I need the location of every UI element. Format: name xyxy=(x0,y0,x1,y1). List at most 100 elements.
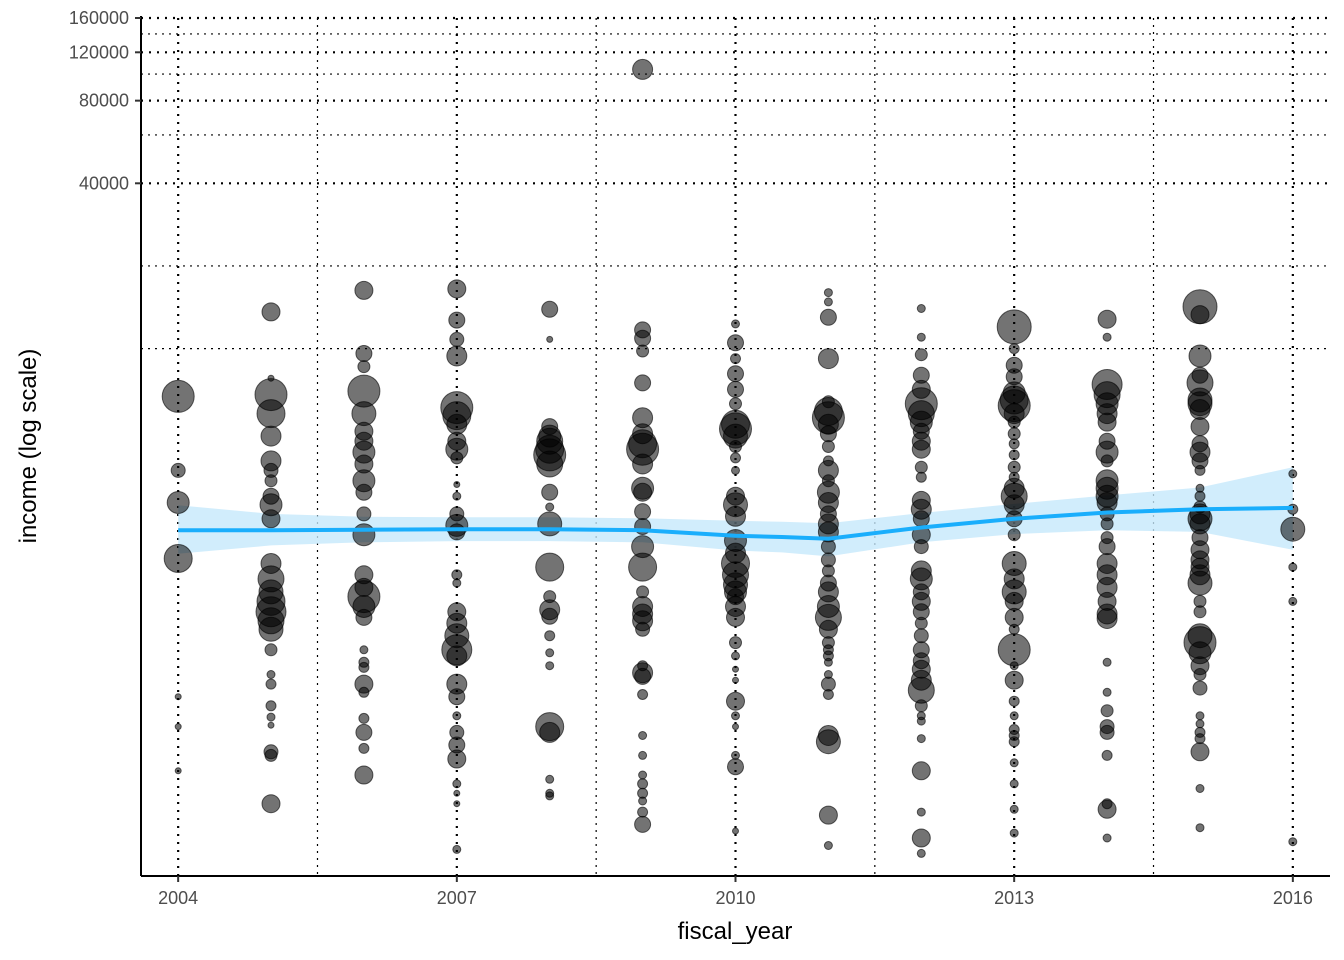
data-point xyxy=(638,796,648,806)
x-axis-title: fiscal_year xyxy=(678,918,793,945)
data-point xyxy=(912,510,930,528)
data-point xyxy=(356,506,372,522)
data-point xyxy=(819,425,837,443)
y-axis-title: income (log scale) xyxy=(15,349,42,544)
data-point xyxy=(1188,344,1212,368)
data-point xyxy=(452,844,462,854)
data-point xyxy=(452,491,462,501)
data-point xyxy=(634,503,652,521)
data-point xyxy=(358,742,370,754)
data-points xyxy=(161,58,1306,858)
data-point xyxy=(448,523,466,541)
data-point xyxy=(823,288,833,298)
data-point xyxy=(541,300,559,318)
data-point xyxy=(730,353,741,365)
data-point xyxy=(911,828,931,848)
data-point xyxy=(359,645,369,655)
data-point xyxy=(448,688,466,706)
data-point xyxy=(1100,454,1114,468)
data-point xyxy=(1009,711,1019,721)
data-point xyxy=(1008,623,1020,635)
data-point xyxy=(996,309,1032,345)
data-point xyxy=(1007,528,1021,542)
data-point xyxy=(545,648,555,658)
data-point xyxy=(541,483,559,501)
data-point xyxy=(1101,749,1113,761)
data-point xyxy=(1193,668,1207,681)
data-point xyxy=(729,636,742,650)
data-point xyxy=(632,58,654,80)
data-point xyxy=(823,657,833,667)
data-point xyxy=(450,451,464,465)
data-point xyxy=(634,374,652,392)
data-point xyxy=(1190,417,1210,437)
data-point xyxy=(638,750,648,760)
data-point xyxy=(446,345,468,367)
data-point xyxy=(916,716,926,726)
data-point xyxy=(818,619,838,639)
data-point xyxy=(535,552,565,582)
data-point xyxy=(731,711,740,721)
data-point xyxy=(1007,427,1021,441)
data-point xyxy=(1004,607,1024,627)
x-tick-label: 2007 xyxy=(437,888,477,908)
data-point xyxy=(266,670,276,679)
data-point xyxy=(358,661,370,673)
data-point xyxy=(446,413,468,435)
data-point xyxy=(997,633,1031,667)
data-point xyxy=(634,815,652,833)
data-point xyxy=(539,721,561,743)
data-point xyxy=(544,630,556,642)
data-point xyxy=(447,749,467,769)
data-point xyxy=(452,578,462,588)
data-point xyxy=(1098,538,1116,556)
data-point xyxy=(453,800,461,808)
data-point xyxy=(1288,562,1298,572)
data-point xyxy=(727,365,744,383)
data-point xyxy=(545,661,555,671)
data-point xyxy=(637,778,649,790)
data-point xyxy=(261,509,281,529)
data-point xyxy=(264,643,278,657)
data-point xyxy=(358,712,370,724)
data-point xyxy=(820,539,836,555)
data-point xyxy=(634,667,652,685)
data-point xyxy=(1096,608,1118,629)
data-point xyxy=(819,308,837,326)
data-point xyxy=(452,779,462,789)
data-point xyxy=(637,689,649,700)
data-point xyxy=(1008,736,1020,748)
data-point xyxy=(545,791,555,801)
data-point xyxy=(1192,680,1208,696)
data-point xyxy=(267,721,275,729)
data-point xyxy=(914,348,928,362)
data-point xyxy=(732,723,739,731)
x-tick-label: 2010 xyxy=(715,888,755,908)
data-point xyxy=(261,794,281,814)
data-point xyxy=(163,544,193,573)
data-point xyxy=(174,767,182,775)
data-point xyxy=(815,729,841,755)
data-point xyxy=(1190,305,1210,325)
data-point xyxy=(449,331,465,347)
data-point xyxy=(1195,784,1205,793)
data-point xyxy=(355,483,373,501)
data-point xyxy=(448,311,466,329)
data-point xyxy=(1102,833,1112,843)
data-point xyxy=(545,502,555,512)
data-point xyxy=(725,505,746,527)
data-point xyxy=(260,425,282,447)
data-point xyxy=(916,332,926,342)
data-point xyxy=(729,397,742,411)
data-point xyxy=(1008,438,1020,450)
data-point xyxy=(821,440,835,453)
data-point xyxy=(265,678,277,690)
data-point xyxy=(358,686,370,698)
x-tick-label: 2016 xyxy=(1273,888,1313,908)
data-point xyxy=(1009,758,1019,768)
data-point xyxy=(732,665,739,673)
data-point xyxy=(634,329,652,347)
data-point xyxy=(823,297,833,307)
x-tick-label: 2013 xyxy=(994,888,1034,908)
